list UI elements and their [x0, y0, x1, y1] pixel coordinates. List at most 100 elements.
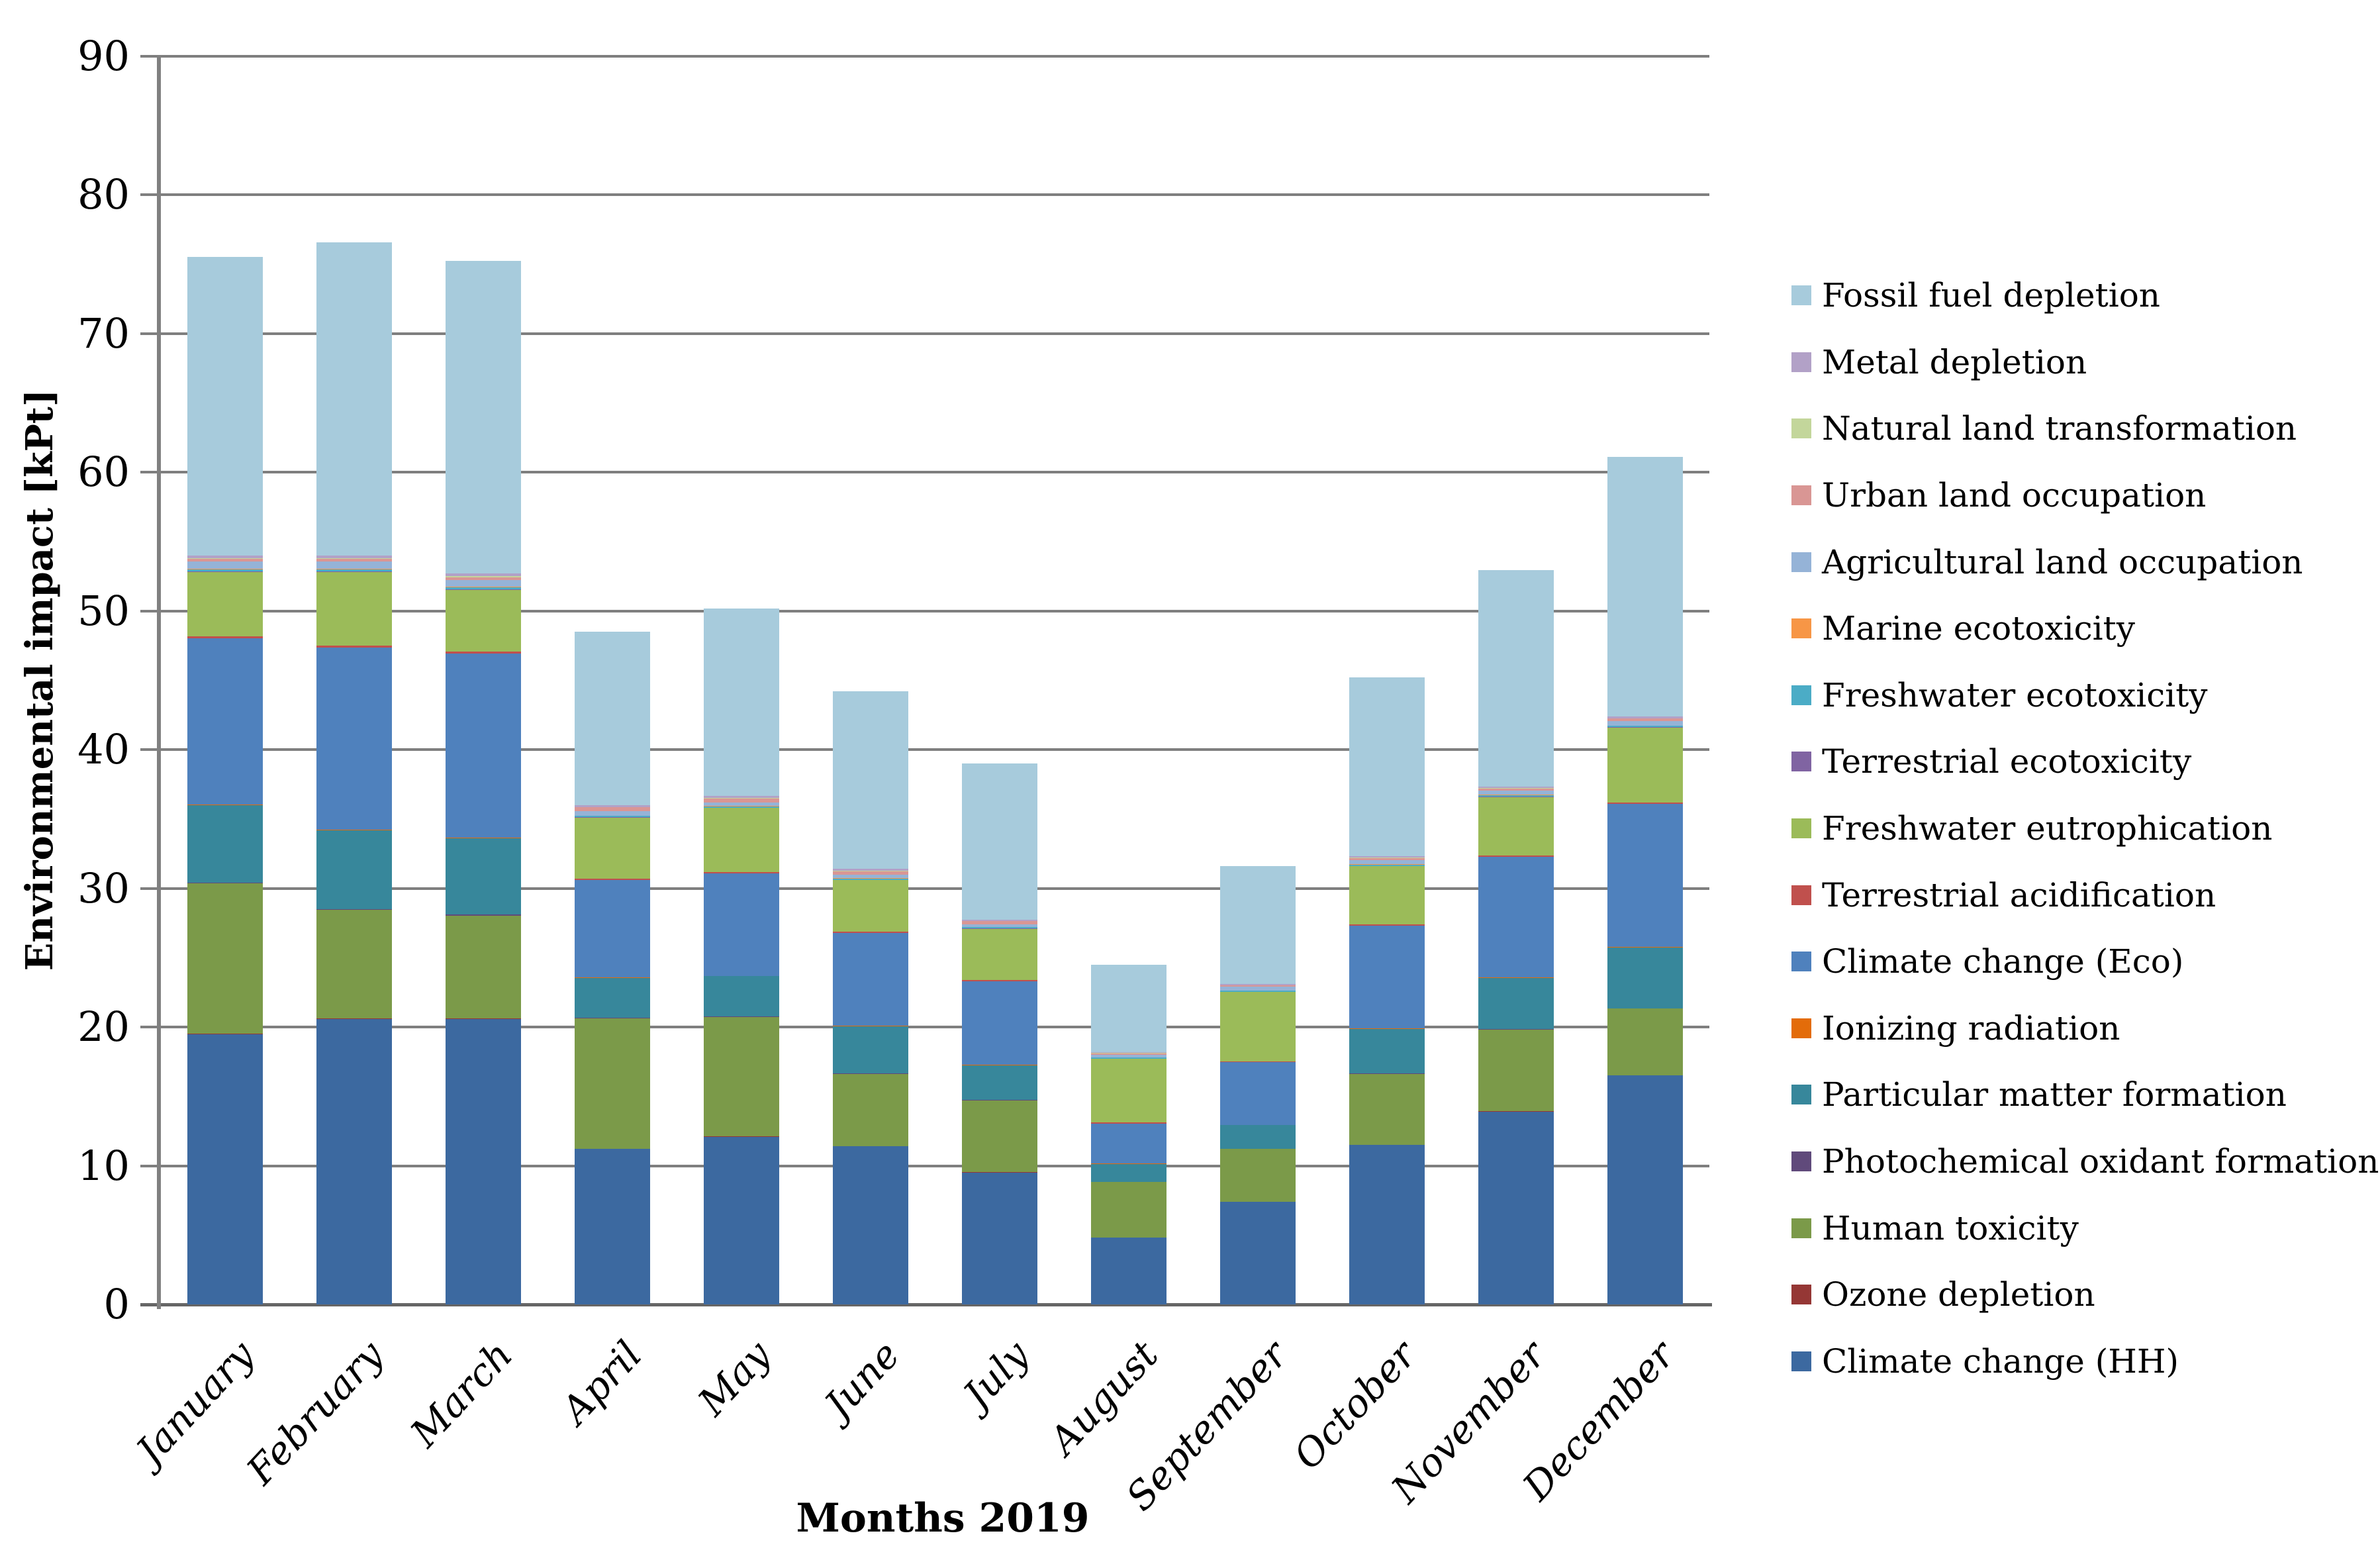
legend-item-fossil-fuel-depletion: Fossil fuel depletion — [1791, 262, 2379, 329]
legend-swatch-freshwater-ecotoxicity — [1791, 685, 1811, 705]
bar-segment-particular-matter-formation — [1090, 1163, 1166, 1182]
y-tick-label-0: 0 — [103, 1280, 130, 1328]
bar-segment-terrestrial-ecotoxicity — [832, 879, 908, 881]
bar-segment-ozone-depletion — [445, 1018, 521, 1019]
x-label-october: October — [1284, 1332, 1425, 1479]
bar-segment-freshwater-ecotoxicity — [574, 816, 650, 818]
bar-segment-natural-land-transformation — [1349, 857, 1425, 858]
bar-segment-freshwater-eutrophication — [1219, 991, 1296, 1061]
bar-march — [445, 260, 521, 1304]
bar-segment-urban-land-occupation — [703, 798, 779, 803]
gridline-60 — [160, 471, 1709, 474]
bar-segment-natural-land-transformation — [961, 920, 1037, 922]
bar-segment-photochemical-oxidant-formation — [316, 909, 392, 910]
legend-swatch-terrestrial-ecotoxicity — [1791, 752, 1811, 772]
y-tick-label-40: 40 — [77, 725, 130, 774]
bar-segment-natural-land-transformation — [187, 558, 263, 560]
legend-item-freshwater-ecotoxicity: Freshwater ecotoxicity — [1791, 662, 2379, 729]
bar-segment-climate-change-hh — [832, 1146, 908, 1304]
bar-segment-climate-change-hh — [1607, 1075, 1683, 1304]
bar-segment-urban-land-occupation — [316, 559, 392, 562]
bar-segment-freshwater-eutrophication — [316, 572, 392, 646]
bar-segment-fossil-fuel-depletion — [1478, 570, 1554, 787]
y-tick-label-60: 60 — [77, 448, 130, 497]
bar-segment-photochemical-oxidant-formation — [1478, 1029, 1554, 1030]
bar-segment-climate-change-eco — [316, 648, 392, 830]
tick-mark-10 — [140, 1164, 160, 1167]
bar-segment-urban-land-occupation — [1478, 788, 1554, 791]
bar-segment-freshwater-eutrophication — [1090, 1058, 1166, 1123]
bar-segment-terrestrial-ecotoxicity — [961, 928, 1037, 929]
bar-segment-agricultural-land-occupation — [961, 924, 1037, 927]
bar-segment-natural-land-transformation — [445, 576, 521, 577]
bar-segment-terrestrial-ecotoxicity — [1607, 727, 1683, 728]
legend-label-ozone-depletion: Ozone depletion — [1822, 1275, 2095, 1314]
bar-segment-human-toxicity — [1478, 1029, 1554, 1112]
legend-label-natural-land-transformation: Natural land transformation — [1822, 409, 2297, 448]
x-label-august: August — [1040, 1332, 1167, 1463]
bar-segment-fossil-fuel-depletion — [187, 256, 263, 556]
bar-segment-terrestrial-acidification — [187, 636, 263, 638]
bar-segment-freshwater-eutrophication — [703, 808, 779, 872]
x-axis-line — [140, 1303, 1712, 1306]
legend-label-marine-ecotoxicity: Marine ecotoxicity — [1822, 609, 2135, 648]
legend-label-climate-change-eco: Climate change (Eco) — [1822, 942, 2184, 981]
legend-item-terrestrial-ecotoxicity: Terrestrial ecotoxicity — [1791, 728, 2379, 795]
bar-segment-agricultural-land-occupation — [1607, 721, 1683, 726]
bar-segment-ozone-depletion — [832, 1146, 908, 1147]
bar-segment-freshwater-ecotoxicity — [1478, 795, 1554, 797]
tick-mark-30 — [140, 887, 160, 890]
bar-segment-metal-depletion — [1349, 855, 1425, 858]
x-label-june: June — [816, 1332, 909, 1428]
legend-swatch-marine-ecotoxicity — [1791, 618, 1811, 639]
legend-item-freshwater-eutrophication: Freshwater eutrophication — [1791, 795, 2379, 862]
bar-segment-ionizing-radiation — [1478, 977, 1554, 978]
bar-segment-agricultural-land-occupation — [703, 802, 779, 806]
bar-segment-metal-depletion — [1219, 983, 1296, 985]
gridline-90 — [160, 55, 1709, 58]
gridline-40 — [160, 748, 1709, 752]
bar-segment-terrestrial-acidification — [316, 646, 392, 648]
bar-segment-climate-change-hh — [574, 1149, 650, 1304]
gridline-20 — [160, 1026, 1709, 1029]
legend-item-metal-depletion: Metal depletion — [1791, 329, 2379, 396]
bar-segment-human-toxicity — [832, 1073, 908, 1146]
bar-segment-climate-change-hh — [1349, 1145, 1425, 1304]
legend-label-freshwater-ecotoxicity: Freshwater ecotoxicity — [1822, 675, 2208, 714]
legend-swatch-freshwater-eutrophication — [1791, 818, 1811, 839]
bar-segment-terrestrial-ecotoxicity — [574, 817, 650, 818]
bar-segment-ionizing-radiation — [574, 977, 650, 978]
legend-item-natural-land-transformation: Natural land transformation — [1791, 395, 2379, 462]
bar-segment-metal-depletion — [445, 573, 521, 577]
y-tick-label-20: 20 — [77, 1002, 130, 1051]
bar-segment-photochemical-oxidant-formation — [832, 1073, 908, 1074]
bar-january — [187, 256, 263, 1304]
bar-segment-freshwater-eutrophication — [1607, 727, 1683, 803]
bar-segment-particular-matter-formation — [187, 805, 263, 883]
bar-segment-freshwater-eutrophication — [574, 818, 650, 879]
legend-swatch-agricultural-land-occupation — [1791, 552, 1811, 572]
bar-segment-freshwater-ecotoxicity — [1607, 726, 1683, 728]
bar-segment-terrestrial-ecotoxicity — [1349, 865, 1425, 867]
bar-segment-climate-change-hh — [1478, 1111, 1554, 1304]
legend-item-terrestrial-acidification: Terrestrial acidification — [1791, 861, 2379, 928]
gridline-30 — [160, 887, 1709, 890]
bar-segment-metal-depletion — [961, 919, 1037, 921]
legend-swatch-terrestrial-acidification — [1791, 885, 1811, 905]
bar-segment-freshwater-eutrophication — [187, 572, 263, 636]
legend-label-climate-change-hh: Climate change (HH) — [1822, 1342, 2179, 1381]
x-label-march: March — [401, 1332, 522, 1456]
bar-segment-urban-land-occupation — [1219, 985, 1296, 987]
x-axis-title: Months 2019 — [796, 1495, 1090, 1541]
bar-segment-agricultural-land-occupation — [445, 579, 521, 587]
bar-segment-ionizing-radiation — [703, 975, 779, 977]
bar-segment-photochemical-oxidant-formation — [445, 914, 521, 916]
bar-segment-marine-ecotoxicity — [1349, 864, 1425, 865]
bar-segment-agricultural-land-occupation — [574, 811, 650, 816]
legend-swatch-human-toxicity — [1791, 1218, 1811, 1238]
legend-swatch-particular-matter-formation — [1791, 1085, 1811, 1105]
bar-segment-climate-change-hh — [316, 1018, 392, 1304]
legend-swatch-ionizing-radiation — [1791, 1018, 1811, 1038]
bar-segment-ozone-depletion — [1478, 1111, 1554, 1112]
tick-mark-60 — [140, 471, 160, 474]
